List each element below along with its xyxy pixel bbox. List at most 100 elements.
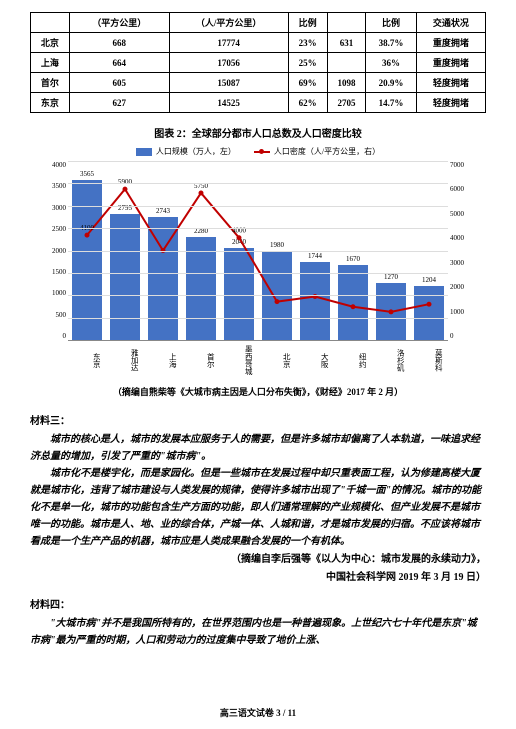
legend-bar-swatch (136, 148, 152, 156)
material3-attrib2: 中国社会科学网 2019 年 3 月 19 日） (30, 570, 486, 586)
bar-value-label: 1670 (346, 255, 360, 263)
x-axis-label: 大阪 (300, 345, 330, 375)
table-cell: 17774 (169, 33, 288, 53)
y-left-tick: 3000 (38, 204, 66, 212)
table-cell: 1098 (327, 73, 366, 93)
legend-bar-item: 人口规模（万人，左） (136, 146, 236, 157)
chart-source: （摘编自熊柴等《大城市病主因是人口分布失衡》，《财经》2017 年 2 月） (30, 385, 486, 398)
x-axis-label: 墨西哥城 (224, 345, 254, 375)
y-right-tick: 3000 (450, 259, 478, 267)
gridline (68, 183, 448, 184)
comparison-table: （平方公里） （人/平方公里） 比例 比例 交通状况 北京6681777423%… (30, 12, 486, 113)
page-footer: 高三语文试卷 3 / 11 (0, 706, 516, 719)
legend-line-label: 人口密度（人/平方公里，右） (274, 146, 380, 157)
table-cell: 605 (69, 73, 169, 93)
y-left-tick: 2500 (38, 225, 66, 233)
bar (148, 217, 178, 340)
table-row: 北京6681777423%63138.7%重度拥堵 (31, 33, 486, 53)
bar-column: 2795 (110, 214, 140, 340)
gridline (68, 228, 448, 229)
gridline (68, 318, 448, 319)
gridline (68, 251, 448, 252)
material4-para1: "大城市病"并不是我国所特有的，在世界范围内也是一种普遍现象。上世纪六七十年代是… (30, 615, 486, 649)
chart-title: 图表 2：全球部分都市人口总数及人口密度比较 (30, 125, 486, 140)
table-cell: 17056 (169, 53, 288, 73)
legend-line-swatch (254, 151, 270, 153)
material4-heading: 材料四： (30, 596, 486, 611)
table-cell: 36% (366, 53, 416, 73)
bar-value-label: 2743 (156, 207, 170, 215)
y-left-tick: 4000 (38, 161, 66, 169)
y-left-tick: 1500 (38, 268, 66, 276)
y-axis-right: 70006000500040003000200010000 (450, 161, 478, 340)
table-cell: 69% (288, 73, 327, 93)
table-cell: 38.7% (366, 33, 416, 53)
y-left-tick: 0 (38, 332, 66, 340)
gridline (68, 206, 448, 207)
table-cell: 627 (69, 93, 169, 113)
y-right-tick: 0 (450, 332, 478, 340)
material3-heading: 材料三： (30, 412, 486, 427)
material3-para1: 城市的核心是人，城市的发展本应服务于人的需要，但是许多城市却偏离了人本轨道，一味… (30, 431, 486, 465)
chart-plot-area: 40003500300025002000150010005000 7000600… (68, 161, 448, 341)
y-left-tick: 1000 (38, 289, 66, 297)
bar-value-label: 2040 (232, 238, 246, 246)
table-cell: 北京 (31, 33, 70, 53)
x-axis-label: 上海 (148, 345, 178, 375)
table-header-row: （平方公里） （人/平方公里） 比例 比例 交通状况 (31, 13, 486, 33)
y-left-tick: 2000 (38, 247, 66, 255)
th-4 (327, 13, 366, 33)
x-axis-labels: 东京雅加达上海首尔墨西哥城北京大阪纽约洛杉矶莫斯科 (68, 345, 448, 375)
table-cell: 上海 (31, 53, 70, 73)
bar (414, 286, 444, 340)
x-axis-label: 北京 (262, 345, 292, 375)
table-row: 东京6271452562%270514.7%轻度拥堵 (31, 93, 486, 113)
bar-value-label: 1270 (384, 273, 398, 281)
th-1: （平方公里） (69, 13, 169, 33)
table-cell: 14525 (169, 93, 288, 113)
x-axis-label: 首尔 (186, 345, 216, 375)
y-right-tick: 6000 (450, 185, 478, 193)
x-axis-label: 莫斯科 (414, 345, 444, 375)
bar-column: 2743 (148, 217, 178, 340)
y-axis-left: 40003500300025002000150010005000 (38, 161, 66, 340)
table-cell: 首尔 (31, 73, 70, 93)
table-cell: 631 (327, 33, 366, 53)
bar-column: 1204 (414, 286, 444, 340)
table-cell: 重度拥堵 (416, 33, 485, 53)
table-cell: 轻度拥堵 (416, 73, 485, 93)
y-right-tick: 7000 (450, 161, 478, 169)
bar-column: 1270 (376, 283, 406, 340)
chart-container: 人口规模（万人，左） 人口密度（人/平方公里，右） 40003500300025… (68, 146, 448, 375)
y-right-tick: 5000 (450, 210, 478, 218)
legend-line-item: 人口密度（人/平方公里，右） (254, 146, 380, 157)
table-cell: 23% (288, 33, 327, 53)
table-cell: 668 (69, 33, 169, 53)
material3-para2: 城市化不是楼宇化，而是家园化。但是一些城市在发展过程中却只重表面工程，认为修建高… (30, 465, 486, 550)
y-right-tick: 4000 (450, 234, 478, 242)
table-row: 上海6641705625%36%重度拥堵 (31, 53, 486, 73)
table-cell: 14.7% (366, 93, 416, 113)
material3-attrib1: （摘编自李后强等《以人为中心：城市发展的永续动力》， (30, 552, 486, 568)
x-axis-label: 洛杉矶 (376, 345, 406, 375)
chart-legend: 人口规模（万人，左） 人口密度（人/平方公里，右） (68, 146, 448, 157)
bar-column: 2280 (186, 237, 216, 340)
x-axis-label: 雅加达 (110, 345, 140, 375)
th-6: 交通状况 (416, 13, 485, 33)
gridline (68, 161, 448, 162)
gridline (68, 273, 448, 274)
table-row: 首尔6051508769%109820.9%轻度拥堵 (31, 73, 486, 93)
y-left-tick: 500 (38, 311, 66, 319)
bar-value-label: 1744 (308, 252, 322, 260)
table-cell: 2705 (327, 93, 366, 113)
bar-value-label: 3565 (80, 170, 94, 178)
th-0 (31, 13, 70, 33)
table-cell: 20.9% (366, 73, 416, 93)
table-cell: 东京 (31, 93, 70, 113)
gridline (68, 295, 448, 296)
table-cell: 15087 (169, 73, 288, 93)
table-cell: 664 (69, 53, 169, 73)
th-2: （人/平方公里） (169, 13, 288, 33)
bar-value-label: 1204 (422, 276, 436, 284)
x-axis-label: 东京 (72, 345, 102, 375)
